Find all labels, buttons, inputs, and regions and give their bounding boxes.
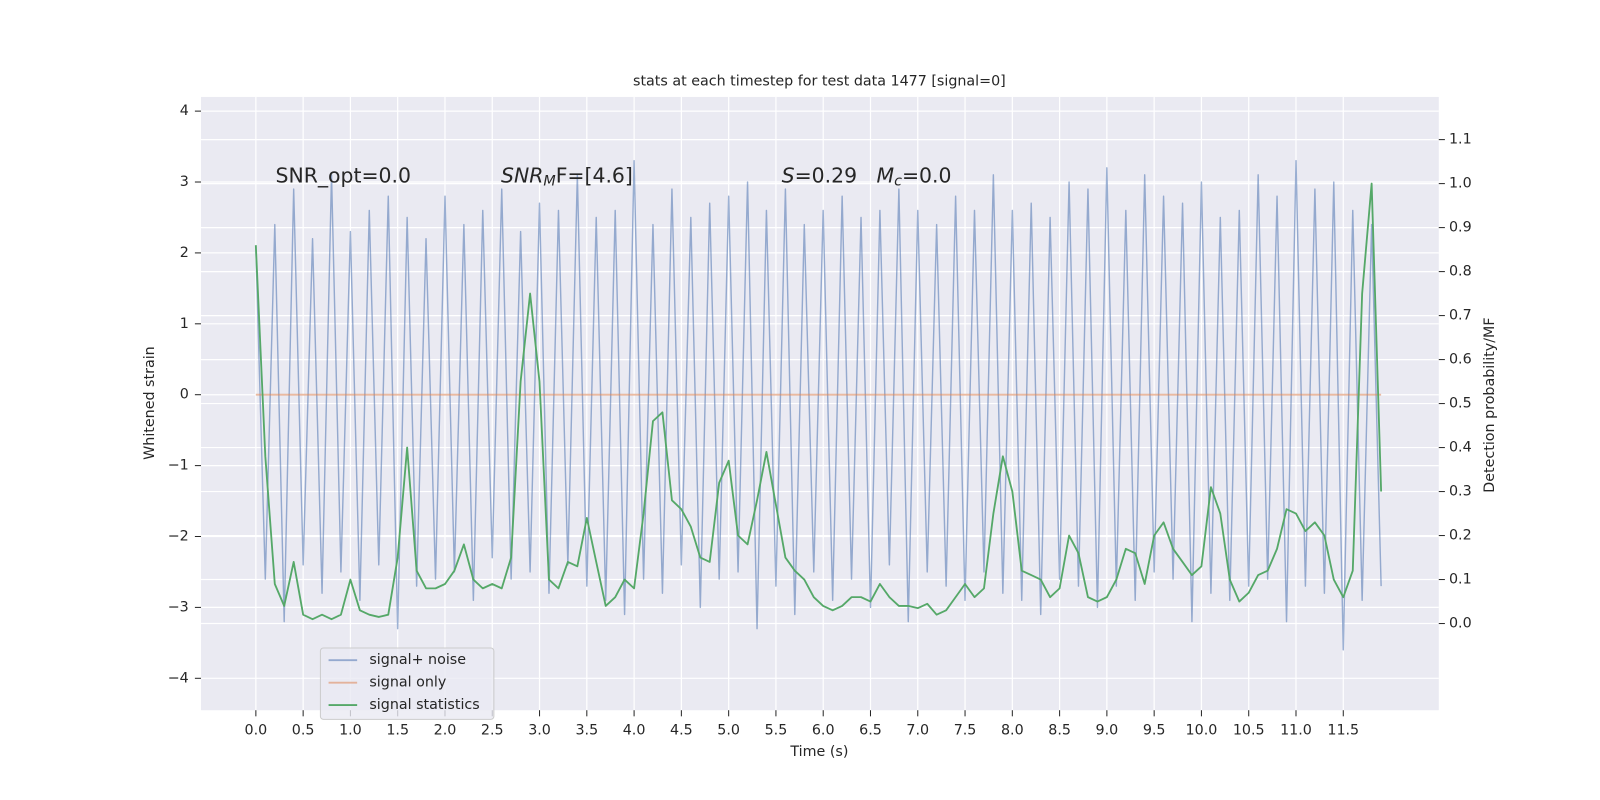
x-tick-label: 7.5 xyxy=(954,723,977,739)
x-tick-label: 2.0 xyxy=(434,723,457,739)
annotation: Mc=0.0 xyxy=(877,164,952,190)
y2-tick-label: 0.2 xyxy=(1449,528,1472,544)
y-axis-label: Whitened strain xyxy=(142,346,158,460)
x-tick-label: 9.5 xyxy=(1143,723,1166,739)
x-tick-label: 0.0 xyxy=(245,723,268,739)
annotation: S=0.29 xyxy=(782,164,857,188)
x-tick-label: 11.0 xyxy=(1280,723,1312,739)
y-tick-label: 1 xyxy=(180,316,189,332)
y2-tick-label: 0.1 xyxy=(1449,572,1472,588)
annotation-part: =0.0 xyxy=(902,164,952,188)
annotation: SNR_opt=0.0 xyxy=(276,164,412,189)
y2-tick-label: 0.8 xyxy=(1449,264,1472,280)
y2-tick-label: 0.9 xyxy=(1449,220,1472,236)
x-tick-label: 0.5 xyxy=(292,723,315,739)
x-tick-label: 10.5 xyxy=(1233,723,1265,739)
y2-tick-label: 1.0 xyxy=(1449,176,1472,192)
annotation-part: S xyxy=(782,164,795,188)
chart-title: stats at each timestep for test data 147… xyxy=(633,74,1006,90)
x-tick-label: 4.5 xyxy=(670,723,693,739)
y-tick-label: −1 xyxy=(168,458,189,474)
y2-tick-label: 0.4 xyxy=(1449,440,1472,456)
annotation-part: =0.29 xyxy=(795,164,858,188)
x-tick-label: 3.5 xyxy=(575,723,598,739)
y-tick-label: 2 xyxy=(180,245,189,261)
legend-label: signal statistics xyxy=(369,697,479,713)
x-tick-label: 7.0 xyxy=(906,723,929,739)
y-tick-label: 0 xyxy=(180,387,189,403)
x-tick-label: 5.5 xyxy=(765,723,788,739)
annotation-part: SNR xyxy=(501,164,543,188)
x-tick-label: 9.0 xyxy=(1096,723,1119,739)
annotation-part: c xyxy=(894,174,902,190)
x-tick-label: 1.0 xyxy=(339,723,362,739)
annotation-part: F=[4.6] xyxy=(556,164,633,188)
y-tick-label: −3 xyxy=(168,599,189,615)
y2-tick-label: 0.3 xyxy=(1449,484,1472,500)
y-tick-label: −2 xyxy=(168,529,189,545)
y2-tick-label: 0.7 xyxy=(1449,308,1472,324)
x-tick-label: 6.0 xyxy=(812,723,835,739)
legend-label: signal+ noise xyxy=(369,652,466,668)
x-tick-label: 6.5 xyxy=(859,723,882,739)
y2-tick-label: 0.0 xyxy=(1449,616,1472,632)
x-tick-label: 1.5 xyxy=(386,723,409,739)
series-line xyxy=(255,160,1382,651)
series-line xyxy=(254,182,1383,621)
x-axis-label: Time (s) xyxy=(789,744,848,760)
y-tick-label: 3 xyxy=(180,174,189,190)
x-tick-label: 5.0 xyxy=(717,723,740,739)
x-tick-label: 8.0 xyxy=(1001,723,1024,739)
x-tick-label: 10.0 xyxy=(1186,723,1218,739)
y2-tick-label: 1.1 xyxy=(1449,132,1472,148)
y-tick-label: 4 xyxy=(180,103,189,119)
y2-tick-label: 0.5 xyxy=(1449,396,1472,412)
y2-tick-label: 0.6 xyxy=(1449,352,1472,368)
annotation-part: M xyxy=(543,174,555,190)
x-tick-label: 3.0 xyxy=(528,723,551,739)
legend-box xyxy=(319,647,495,720)
annotation: SNRMF=[4.6] xyxy=(501,164,633,190)
y-tick-label: −4 xyxy=(168,670,189,686)
x-tick-label: 11.5 xyxy=(1327,723,1359,739)
x-tick-label: 4.0 xyxy=(623,723,646,739)
y2-axis-label: Detection probability/MF xyxy=(1482,317,1498,492)
legend-label: signal only xyxy=(369,675,446,691)
annotation-part: M xyxy=(877,164,895,188)
x-tick-label: 2.5 xyxy=(481,723,504,739)
x-tick-label: 8.5 xyxy=(1048,723,1071,739)
